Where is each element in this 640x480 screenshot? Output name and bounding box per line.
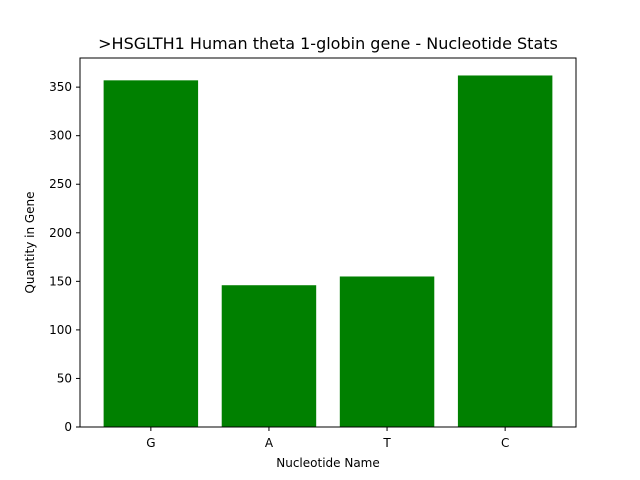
y-tick-label: 200	[49, 226, 72, 240]
y-axis-label: Quantity in Gene	[23, 191, 37, 293]
y-tick-label: 300	[49, 129, 72, 143]
y-tick-label: 350	[49, 80, 72, 94]
y-tick-label: 50	[57, 371, 72, 385]
bars-group	[103, 75, 553, 428]
y-tick-label: 100	[49, 323, 72, 337]
x-tick-label: G	[146, 436, 155, 450]
bar-A	[221, 285, 317, 427]
y-tick-label: 0	[64, 420, 72, 434]
x-tick-label: C	[501, 436, 509, 450]
y-tick-label: 150	[49, 274, 72, 288]
bar-G	[103, 80, 199, 427]
bar-T	[339, 276, 435, 427]
x-tick-label: A	[265, 436, 274, 450]
plot-frame	[79, 57, 577, 428]
y-tick-label: 250	[49, 177, 72, 191]
x-axis-label: Nucleotide Name	[276, 456, 380, 470]
x-tick-label: T	[382, 436, 391, 450]
y-axis-ticks: 0 50 100 150 200 250 300 350	[49, 80, 80, 434]
chart-title: >HSGLTH1 Human theta 1-globin gene - Nuc…	[98, 34, 558, 53]
bar-C	[457, 75, 553, 428]
